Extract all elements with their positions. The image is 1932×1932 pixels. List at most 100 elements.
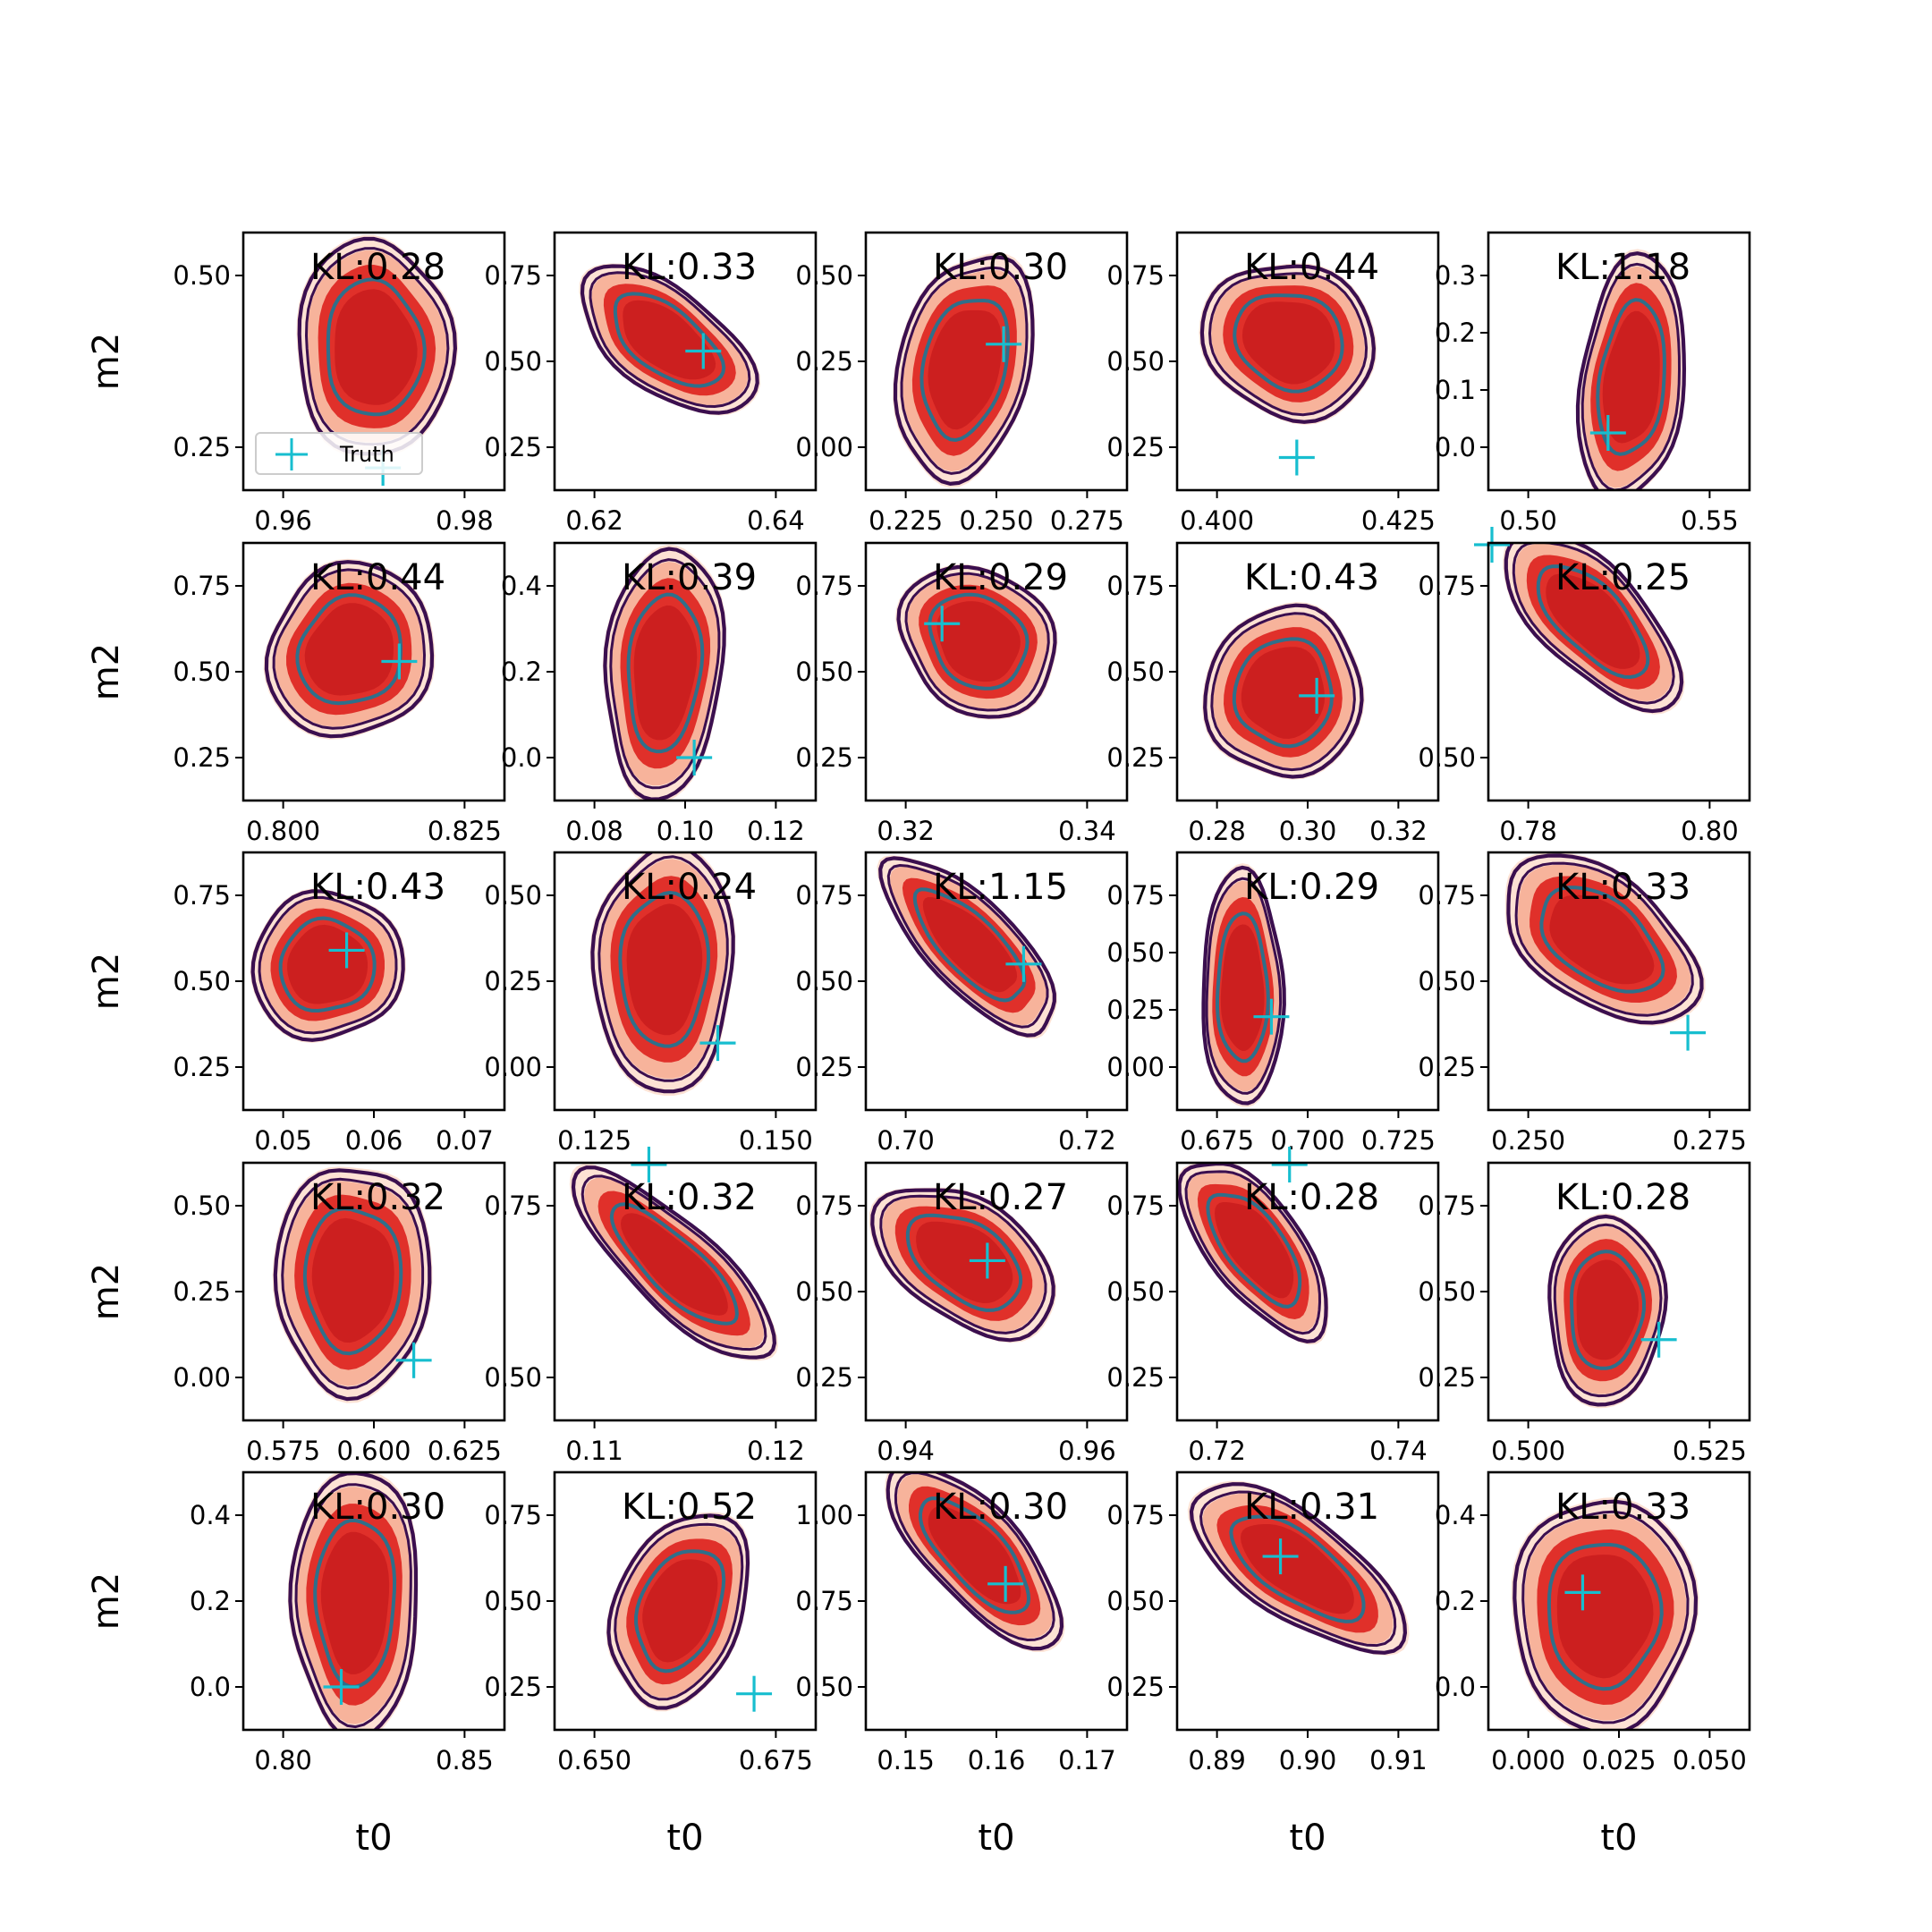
kl-annotation: KL:0.31 [1244, 1487, 1379, 1528]
density-fill-core [928, 309, 1003, 430]
density-fill-core [1220, 924, 1265, 1051]
inner-contour-line [618, 891, 711, 1048]
y-tick-label: 0.50 [484, 880, 542, 911]
density-fill-core [928, 1506, 1021, 1605]
contour-layers [1511, 1497, 1699, 1730]
mid-contour-line [886, 864, 1049, 1029]
inner-contour-line [905, 1213, 1023, 1312]
x-tick-label: 0.98 [436, 505, 494, 536]
outer-contour-line [1506, 853, 1704, 1025]
y-tick-label: 0.25 [173, 1276, 231, 1307]
outer-contour-line [603, 547, 726, 801]
inner-contour-line [1570, 1250, 1646, 1370]
y-tick-label: 0.50 [1106, 657, 1165, 687]
x-tick-label: 0.80 [1681, 816, 1739, 846]
outer-contour-line [273, 1168, 432, 1402]
y-tick-label: 0.75 [795, 571, 853, 601]
truth-marker [969, 1242, 1005, 1279]
subplot-16: 0.575 0.600 0.625 0.00 0.25 0.50 KL:0.32 m2 [86, 1161, 506, 1466]
x-tick-label: 0.96 [1058, 1436, 1116, 1466]
inner-contour-line [919, 1496, 1031, 1614]
y-tick-label: 0.00 [173, 1362, 231, 1393]
kl-annotation: KL:0.30 [933, 247, 1068, 288]
contour-layers [893, 252, 1036, 488]
outer-contour-line [1201, 865, 1286, 1106]
subplot-9: 0.28 0.30 0.32 0.25 0.50 0.75 KL:0.43 [1106, 541, 1440, 846]
x-tick-label: 0.55 [1681, 505, 1739, 536]
kl-annotation: KL:0.33 [622, 247, 757, 288]
mid-contour-line [894, 1472, 1055, 1641]
kl-annotation: KL:0.29 [933, 557, 1068, 598]
y-tick-label: 0.4 [1435, 1500, 1476, 1530]
x-axis-label: t0 [666, 1818, 703, 1859]
outer-contour-line [870, 1188, 1055, 1343]
subplot-7: 0.08 0.10 0.12 0.0 0.2 0.4 KL:0.39 [501, 541, 818, 846]
axes-frame [242, 231, 506, 492]
y-tick-label: 0.75 [1106, 1191, 1165, 1221]
inner-contour-line [278, 916, 377, 1013]
truth-marker [1271, 1147, 1308, 1182]
y-tick-label: 0.75 [795, 1586, 853, 1616]
y-tick-label: 0.75 [1418, 880, 1476, 911]
kl-annotation: KL:0.28 [1244, 1177, 1379, 1218]
mid-contour-line [1205, 877, 1283, 1095]
axes-frame [1487, 541, 1751, 802]
subplot-11: 0.05 0.06 0.07 0.25 0.50 0.75 KL:0.43 m2 [86, 851, 506, 1156]
kl-annotation: KL:0.24 [622, 867, 757, 908]
inner-contour-line [1536, 564, 1650, 679]
y-tick-label: 0.25 [795, 1362, 853, 1393]
density-fill-core [1576, 1259, 1639, 1360]
outer-contour-line [1199, 264, 1376, 424]
x-tick-label: 0.575 [246, 1436, 320, 1466]
truth-marker [987, 1565, 1024, 1602]
axes-frame [553, 1161, 818, 1422]
mid-contour-line [879, 1194, 1047, 1335]
mid-contour-line [580, 1174, 767, 1352]
x-tick-label: 0.525 [1673, 1436, 1747, 1466]
outer-contour-line [886, 1472, 1064, 1651]
x-tick-label: 0.10 [657, 816, 715, 846]
mid-contour-line [1512, 543, 1675, 705]
x-tick-label: 0.800 [246, 816, 320, 846]
outer-contour-line [1575, 251, 1686, 490]
x-tick-label: 0.64 [747, 505, 805, 536]
inner-contour-line [1206, 1192, 1302, 1309]
x-tick-label: 0.78 [1499, 816, 1557, 846]
outer-contour-line [580, 264, 759, 415]
inner-contour-line [313, 1519, 397, 1689]
axes-frame [1487, 231, 1751, 492]
outer-contour-line [878, 856, 1056, 1038]
mid-contour-line [614, 1522, 744, 1701]
density-fill-core [311, 1217, 394, 1343]
mid-contour-line [281, 1177, 425, 1390]
y-tick-label: 0.50 [1418, 966, 1476, 996]
y-tick-label: 0.75 [484, 1191, 542, 1221]
density-fill-core [320, 1531, 390, 1674]
mid-contour-line [609, 558, 721, 790]
y-tick-label: 0.25 [484, 432, 542, 462]
kl-annotation: KL:0.32 [622, 1177, 757, 1218]
mid-contour-line [294, 1483, 412, 1729]
y-tick-label: 0.75 [795, 1191, 853, 1221]
kl-annotation: KL:0.43 [1244, 557, 1379, 598]
density-fill-core [1241, 301, 1335, 385]
y-tick-label: 0.2 [1435, 318, 1476, 348]
x-tick-label: 0.34 [1058, 816, 1116, 846]
truth-marker [1299, 677, 1335, 714]
kl-annotation: KL:0.30 [933, 1487, 1068, 1528]
subplot-15: 0.250 0.275 0.25 0.50 0.75 KL:0.33 [1418, 851, 1751, 1156]
contour-layers [877, 855, 1057, 1039]
x-tick-label: 0.96 [254, 505, 312, 536]
y-tick-label: 0.25 [1418, 1052, 1476, 1082]
y-tick-label: 0.0 [1435, 432, 1476, 462]
contour-layers [602, 544, 726, 801]
truth-marker [631, 1147, 667, 1182]
y-tick-label: 0.75 [1106, 260, 1165, 291]
y-tick-label: 0.2 [1435, 1586, 1476, 1616]
truth-marker [1589, 415, 1626, 451]
x-axis-label: t0 [1600, 1818, 1637, 1859]
kl-annotation: KL:1.18 [1555, 247, 1690, 288]
y-tick-label: 0.50 [795, 657, 853, 687]
outer-contour-line [1547, 1214, 1668, 1407]
x-tick-label: 0.06 [345, 1125, 403, 1156]
